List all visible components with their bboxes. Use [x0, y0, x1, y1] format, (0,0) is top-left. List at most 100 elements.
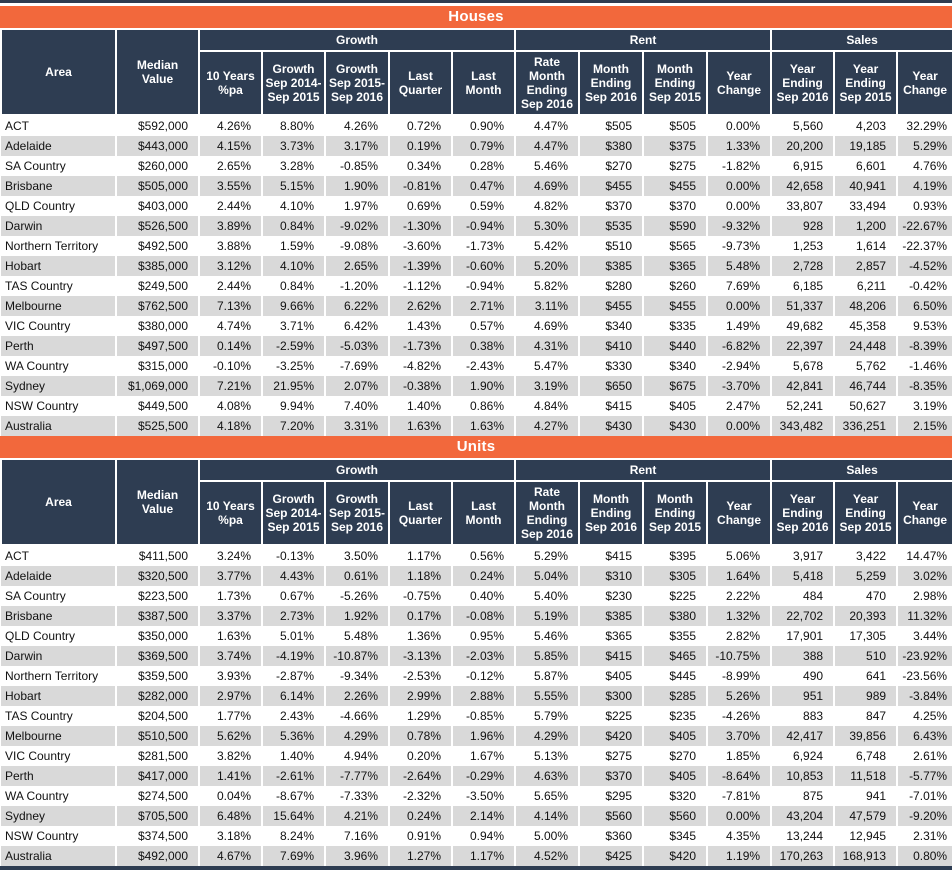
- cell: 5,418: [770, 566, 836, 586]
- cell: 3.44%: [896, 626, 952, 646]
- table-row: Melbourne $510,500 5.62% 5.36% 4.29% 0.78% 1.9…: [1, 726, 952, 746]
- cell: 0.93%: [896, 196, 952, 216]
- cell: 3.28%: [261, 156, 326, 176]
- cell: $492,500: [115, 236, 200, 256]
- cell: $320,500: [115, 566, 200, 586]
- table-row: TAS Country $249,500 2.44% 0.84% -1.20% -1.12…: [1, 276, 952, 296]
- cell: -2.87%: [261, 666, 326, 686]
- area-cell: Adelaide: [1, 566, 117, 586]
- table-row: Sydney $1,069,000 7.21% 21.95% 2.07% -0.38% 1.…: [1, 376, 952, 396]
- cell: 5.04%: [514, 566, 581, 586]
- cell: 3.24%: [198, 545, 263, 566]
- cell: 7.40%: [324, 396, 390, 416]
- column-header: Growth Sep 2014- Sep 2015: [261, 480, 326, 546]
- cell: 0.00%: [706, 115, 773, 136]
- cell: 1.63%: [450, 416, 517, 436]
- cell: 1.36%: [388, 626, 453, 646]
- cell: -0.12%: [450, 666, 517, 686]
- cell: 1.17%: [450, 846, 517, 866]
- cell: 2.47%: [706, 396, 773, 416]
- cell: $675: [642, 376, 709, 396]
- cell: 6.42%: [324, 316, 390, 336]
- cell: -4.52%: [896, 256, 952, 276]
- cell: 9.94%: [261, 396, 326, 416]
- cell: 1.41%: [198, 766, 263, 786]
- cell: $225: [578, 706, 645, 726]
- cell: 5.36%: [261, 726, 326, 746]
- cell: -9.34%: [324, 666, 390, 686]
- cell: 33,494: [833, 196, 899, 216]
- cell: 4.63%: [514, 766, 581, 786]
- cell: $315,000: [115, 356, 200, 376]
- column-header: Last Quarter: [388, 50, 453, 116]
- cell: 4.18%: [198, 416, 263, 436]
- table-row: WA Country $274,500 0.04% -8.67% -7.33% -2.32…: [1, 786, 952, 806]
- cell: -0.85%: [450, 706, 517, 726]
- cell: $295: [578, 786, 645, 806]
- area-cell: WA Country: [1, 356, 117, 376]
- cell: 40,941: [833, 176, 899, 196]
- cell: 4.31%: [514, 336, 581, 356]
- cell: -7.81%: [706, 786, 773, 806]
- cell: 4.47%: [514, 136, 581, 156]
- cell: -2.94%: [706, 356, 773, 376]
- area-cell: QLD Country: [1, 626, 117, 646]
- area-cell: TAS Country: [1, 276, 117, 296]
- cell: 168,913: [833, 846, 899, 866]
- column-header: Year Ending Sep 2015: [833, 480, 899, 546]
- houses-section: Houses Area Median Value Growth Rent Sales 10…: [0, 6, 952, 436]
- cell: 6,185: [770, 276, 836, 296]
- cell: -0.08%: [450, 606, 517, 626]
- cell: $405: [642, 766, 709, 786]
- area-cell: Perth: [1, 336, 117, 356]
- cell: 10,853: [770, 766, 836, 786]
- cell: 2.98%: [896, 586, 952, 606]
- column-header: Year Change: [896, 50, 952, 116]
- cell: -0.75%: [388, 586, 453, 606]
- table-row: WA Country $315,000 -0.10% -3.25% -7.69% -4.8…: [1, 356, 952, 376]
- cell: 2.44%: [198, 276, 263, 296]
- table-row: VIC Country $281,500 3.82% 1.40% 4.94% 0.20% 1…: [1, 746, 952, 766]
- cell: 4.84%: [514, 396, 581, 416]
- cell: 1.63%: [198, 626, 263, 646]
- cell: 6.48%: [198, 806, 263, 826]
- column-group-header: Growth: [197, 458, 517, 482]
- cell: 1.17%: [388, 545, 453, 566]
- top-divider-bar: [0, 0, 952, 3]
- cell: $525,500: [115, 416, 200, 436]
- cell: 5,678: [770, 356, 836, 376]
- cell: $380: [642, 606, 709, 626]
- column-header: Month Ending Sep 2016: [578, 480, 645, 546]
- cell: $335: [642, 316, 709, 336]
- cell: $374,500: [115, 826, 200, 846]
- cell: 0.14%: [198, 336, 263, 356]
- column-group-header: Growth: [197, 28, 517, 52]
- cell: $505: [642, 115, 709, 136]
- cell: $285: [642, 686, 709, 706]
- cell: -4.26%: [706, 706, 773, 726]
- cell: -1.20%: [324, 276, 390, 296]
- area-cell: Melbourne: [1, 726, 117, 746]
- cell: -8.35%: [896, 376, 952, 396]
- column-header: Growth Sep 2015- Sep 2016: [324, 480, 390, 546]
- cell: $281,500: [115, 746, 200, 766]
- cell: 5.47%: [514, 356, 581, 376]
- cell: 1.43%: [388, 316, 453, 336]
- cell: $330: [578, 356, 645, 376]
- cell: 0.78%: [388, 726, 453, 746]
- cell: 3.02%: [896, 566, 952, 586]
- cell: 4.69%: [514, 176, 581, 196]
- cell: 336,251: [833, 416, 899, 436]
- area-cell: Northern Territory: [1, 236, 117, 256]
- cell: 32.29%: [896, 115, 952, 136]
- column-header: Last Month: [450, 480, 517, 546]
- cell: 1.67%: [450, 746, 517, 766]
- cell: 2.44%: [198, 196, 263, 216]
- cell: 3.82%: [198, 746, 263, 766]
- column-group-header: Sales: [770, 28, 952, 52]
- cell: $590: [642, 216, 709, 236]
- cell: 5.13%: [514, 746, 581, 766]
- cell: $1,069,000: [115, 376, 200, 396]
- cell: 9.53%: [896, 316, 952, 336]
- cell: 1,200: [833, 216, 899, 236]
